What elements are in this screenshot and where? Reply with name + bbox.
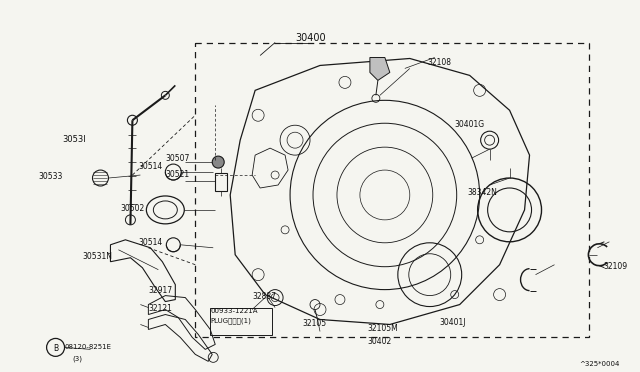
Text: 30531N: 30531N [83, 252, 113, 261]
Text: 32109: 32109 [604, 262, 627, 271]
Text: (3): (3) [72, 355, 83, 362]
Circle shape [212, 156, 224, 168]
Text: 32917: 32917 [148, 286, 173, 295]
Text: ^325*0004: ^325*0004 [579, 361, 620, 367]
Text: 30521: 30521 [165, 170, 189, 179]
Text: 3053l: 3053l [63, 135, 86, 144]
Text: 30502: 30502 [120, 204, 145, 213]
Text: 32105: 32105 [302, 320, 326, 328]
Text: 32105M: 32105M [368, 324, 399, 333]
Text: 38342N: 38342N [468, 188, 497, 197]
Bar [215, 173, 227, 191]
Text: 32121: 32121 [148, 304, 172, 312]
Text: 30401J: 30401J [440, 318, 466, 327]
Text: 32887: 32887 [252, 292, 276, 301]
Text: 00933-1221A: 00933-1221A [210, 308, 258, 314]
Text: 08120-8251E: 08120-8251E [65, 344, 111, 350]
Text: 30401G: 30401G [454, 120, 485, 129]
Text: 32108: 32108 [428, 58, 452, 67]
Polygon shape [370, 58, 390, 80]
Text: B: B [53, 344, 58, 353]
Text: 30400: 30400 [295, 33, 326, 42]
Text: 30514: 30514 [138, 238, 163, 247]
Text: 30514: 30514 [138, 162, 163, 171]
Text: 30402: 30402 [368, 337, 392, 346]
Text: 30533: 30533 [38, 172, 63, 181]
Text: 30507: 30507 [165, 154, 189, 163]
Bar [210, 308, 272, 336]
Bar [195, 42, 589, 337]
Text: PLUGプラグ(1): PLUGプラグ(1) [210, 318, 251, 324]
